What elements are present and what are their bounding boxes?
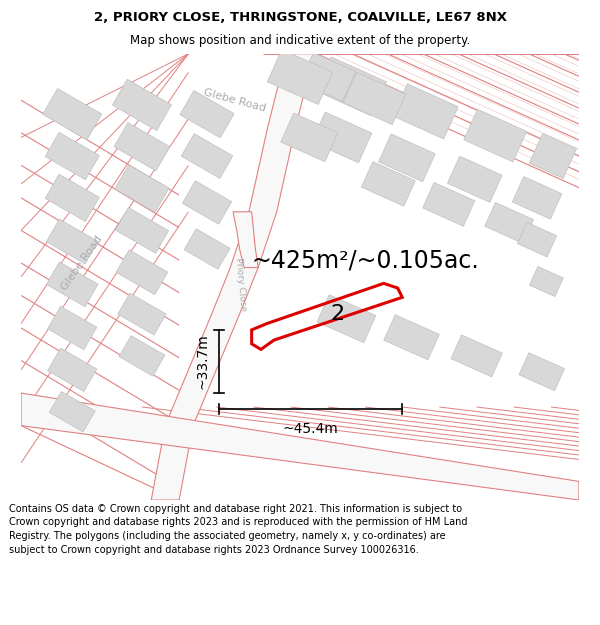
Polygon shape: [119, 336, 165, 376]
Polygon shape: [43, 89, 102, 140]
Polygon shape: [112, 79, 172, 131]
Polygon shape: [114, 122, 170, 171]
Polygon shape: [180, 91, 234, 138]
Text: Glebe Road: Glebe Road: [203, 87, 267, 113]
Polygon shape: [512, 176, 562, 219]
Text: Glebe Road: Glebe Road: [59, 234, 104, 292]
Polygon shape: [115, 165, 169, 212]
Text: ~45.4m: ~45.4m: [283, 422, 338, 436]
Polygon shape: [151, 54, 314, 500]
Polygon shape: [529, 266, 563, 297]
Text: 2: 2: [330, 304, 344, 324]
Polygon shape: [361, 162, 415, 206]
Polygon shape: [485, 202, 533, 243]
Polygon shape: [47, 306, 97, 350]
Polygon shape: [45, 174, 100, 221]
Text: ~425m²/~0.105ac.: ~425m²/~0.105ac.: [251, 248, 479, 272]
Polygon shape: [116, 250, 168, 294]
Polygon shape: [529, 134, 577, 179]
Polygon shape: [448, 156, 502, 202]
Polygon shape: [184, 229, 230, 269]
Text: Contains OS data © Crown copyright and database right 2021. This information is : Contains OS data © Crown copyright and d…: [9, 504, 467, 554]
Polygon shape: [517, 222, 557, 257]
Polygon shape: [47, 348, 97, 392]
Polygon shape: [316, 57, 386, 116]
Text: Map shows position and indicative extent of the property.: Map shows position and indicative extent…: [130, 34, 470, 47]
Text: 2, PRIORY CLOSE, THRINGSTONE, COALVILLE, LE67 8NX: 2, PRIORY CLOSE, THRINGSTONE, COALVILLE,…: [94, 11, 506, 24]
Polygon shape: [519, 352, 565, 391]
Text: ~33.7m: ~33.7m: [196, 334, 210, 389]
Polygon shape: [317, 295, 376, 343]
Polygon shape: [300, 52, 356, 101]
Polygon shape: [451, 335, 502, 377]
Polygon shape: [233, 212, 258, 268]
Polygon shape: [312, 112, 372, 162]
Polygon shape: [115, 208, 169, 253]
Polygon shape: [182, 181, 232, 224]
Polygon shape: [393, 84, 458, 139]
Polygon shape: [46, 219, 98, 264]
Polygon shape: [46, 262, 98, 307]
Polygon shape: [21, 393, 579, 500]
Polygon shape: [379, 134, 435, 182]
Polygon shape: [49, 391, 95, 432]
Polygon shape: [281, 113, 338, 162]
Polygon shape: [464, 109, 527, 162]
Text: Priory Close: Priory Close: [233, 257, 247, 311]
Polygon shape: [45, 132, 100, 180]
Polygon shape: [268, 49, 332, 104]
Polygon shape: [422, 182, 475, 226]
Polygon shape: [343, 72, 406, 124]
Polygon shape: [181, 134, 233, 179]
Polygon shape: [384, 315, 439, 360]
Polygon shape: [118, 293, 166, 335]
